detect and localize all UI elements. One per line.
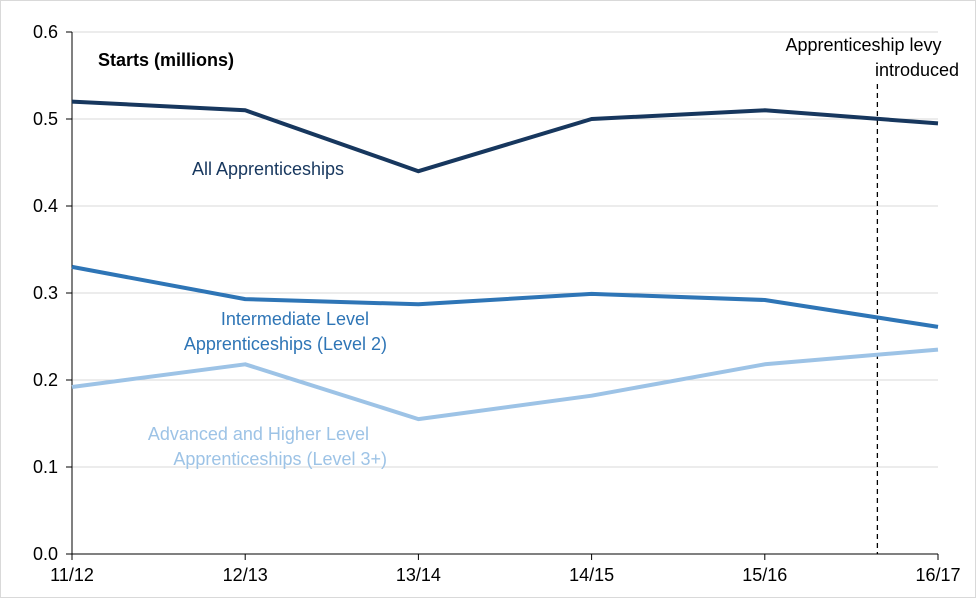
- y-axis-title: Starts (millions): [98, 50, 234, 70]
- levy-annotation-text: Apprenticeship levy introduced: [785, 35, 959, 80]
- label-all-line-1: All Apprenticeships: [192, 159, 344, 179]
- y-tick-label: 0.5: [33, 109, 58, 129]
- label-intermediate-level: Intermediate Level Apprenticeships (Leve…: [184, 309, 387, 354]
- series-line-1: [71, 264, 939, 329]
- y-axis-ticks: 0.0 0.1 0.2 0.3 0.4 0.5 0.6: [33, 22, 72, 564]
- x-axis-ticks: 11/12 12/13 13/14 14/15 15/16 16/17: [50, 554, 961, 585]
- label-advanced-higher-level: Advanced and Higher Level Apprenticeship…: [148, 424, 387, 469]
- x-tick-label: 15/16: [742, 565, 787, 585]
- y-tick-label: 0.3: [33, 283, 58, 303]
- x-tick-label: 14/15: [569, 565, 614, 585]
- y-tick-label: 0.2: [33, 370, 58, 390]
- label-intermediate-line-2: Apprenticeships (Level 2): [184, 334, 387, 354]
- y-tick-label: 0.1: [33, 457, 58, 477]
- series-lines: [71, 99, 939, 422]
- x-tick-label: 12/13: [223, 565, 268, 585]
- label-advanced-line-2: Apprenticeships (Level 3+): [173, 449, 387, 469]
- levy-annotation-line-2: introduced: [875, 60, 959, 80]
- x-tick-label: 16/17: [915, 565, 960, 585]
- label-all-apprenticeships: All Apprenticeships: [192, 159, 344, 179]
- label-intermediate-line-1: Intermediate Level: [221, 309, 369, 329]
- x-tick-label: 11/12: [50, 565, 94, 585]
- label-advanced-line-1: Advanced and Higher Level: [148, 424, 369, 444]
- y-tick-label: 0.0: [33, 544, 58, 564]
- y-tick-label: 0.6: [33, 22, 58, 42]
- y-tick-label: 0.4: [33, 196, 58, 216]
- x-tick-label: 13/14: [396, 565, 441, 585]
- levy-annotation-line-1: Apprenticeship levy: [785, 35, 941, 55]
- series-line-0: [71, 99, 939, 174]
- series-line-2: [71, 347, 939, 422]
